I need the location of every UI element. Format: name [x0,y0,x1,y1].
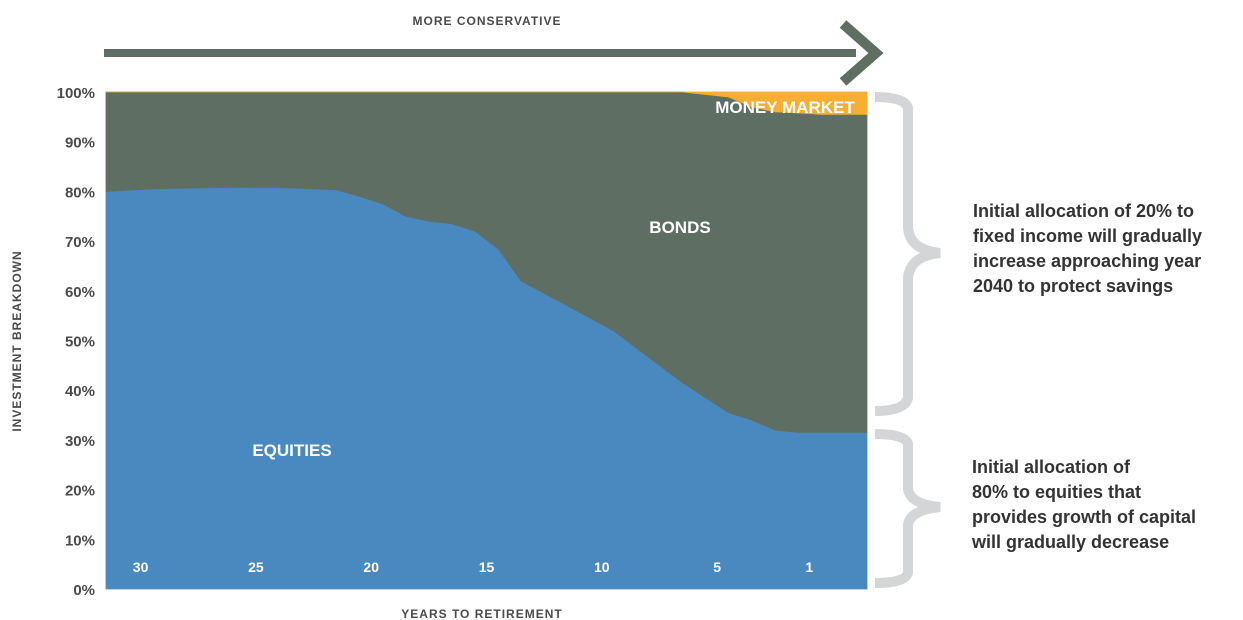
y-tick-label: 20% [65,483,95,500]
note-line: 80% to equities that [972,482,1142,502]
area-money-market [106,91,868,115]
y-axis-title: INVESTMENT BREAKDOWN [10,250,24,431]
upper-brace [874,92,941,416]
stacked-areas [105,91,868,590]
x-axis-title: YEARS TO RETIREMENT [401,607,562,620]
note-line: Initial allocation of 20% to [973,201,1195,221]
x-tick-label: 1 [805,559,813,575]
fixed-income-note: Initial allocation of 20% to fixed incom… [973,199,1202,299]
y-tick-label: 0% [73,582,95,599]
x-tick-label: 15 [479,559,495,575]
x-tick-label: 5 [713,559,721,575]
x-tick-label: 10 [594,559,610,575]
y-tick-label: 10% [65,532,95,549]
x-axis-ticks: 30 25 20 15 10 5 1 [133,559,814,575]
y-tick-label: 80% [65,184,95,201]
y-axis-ticks: 0% 10% 20% 30% 40% 50% 60% 70% 80% 90% 100% [57,85,95,599]
y-tick-label: 90% [65,135,95,152]
x-tick-label: 25 [248,559,264,575]
bonds-label: BONDS [649,218,710,237]
note-line: 2040 to protect savings [973,276,1174,296]
y-tick-label: 100% [57,85,95,102]
equities-label: EQUITIES [252,441,331,460]
money-market-label: MONEY MARKET [715,98,855,117]
equities-note: Initial allocation of 80% to equities th… [972,455,1196,555]
note-line: provides growth of capital [972,507,1197,527]
note-line: Initial allocation of [972,457,1131,477]
x-tick-label: 30 [133,559,149,575]
y-tick-label: 70% [65,234,95,251]
lower-brace [874,429,941,588]
x-tick-label: 20 [363,559,379,575]
note-line: fixed income will gradually [973,226,1203,246]
y-tick-label: 50% [65,334,95,351]
y-tick-label: 40% [65,383,95,400]
more-conservative-label: MORE CONSERVATIVE [412,14,561,28]
arrow-shaft [104,49,856,57]
note-line: will gradually decrease [972,532,1170,552]
note-line: increase approaching year [973,251,1202,271]
more-conservative-arrow [104,20,884,86]
y-tick-label: 30% [65,433,95,450]
braces [874,92,941,588]
y-tick-label: 60% [65,284,95,301]
arrow-head [839,20,884,86]
